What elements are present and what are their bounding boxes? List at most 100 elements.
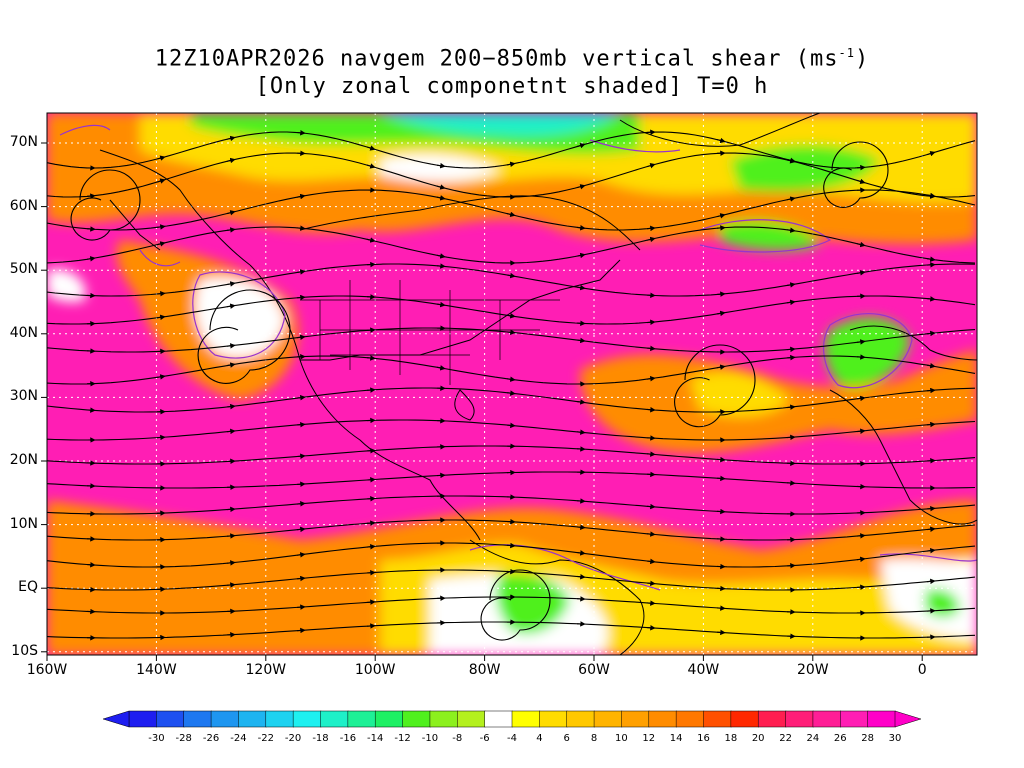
colorbar-label: -10 xyxy=(421,733,439,744)
streamline-arrow xyxy=(926,362,936,369)
streamline-arrow xyxy=(576,399,586,405)
streamline-arrow xyxy=(856,178,866,185)
streamline-arrow xyxy=(786,227,796,233)
streamline-arrow xyxy=(576,337,586,344)
lon-label: 120W xyxy=(245,662,287,678)
streamline-arrow xyxy=(716,213,726,219)
streamline-arrow xyxy=(926,547,936,554)
streamline-arrow xyxy=(856,241,866,248)
streamline-arrow xyxy=(716,137,726,144)
lon-label: 140W xyxy=(136,662,177,678)
streamline-arrow xyxy=(646,345,656,352)
streamline-arrow xyxy=(576,142,586,149)
lat-label: 60N xyxy=(9,197,38,214)
streamline-arrow xyxy=(506,422,516,429)
streamline-arrow xyxy=(786,282,796,288)
streamline-arrow xyxy=(576,225,586,231)
colorbar-label: -12 xyxy=(394,733,411,744)
streamline-arrow xyxy=(646,236,656,243)
streamline-arrow xyxy=(296,421,306,428)
streamline-arrow xyxy=(86,256,96,262)
streamline-arrow xyxy=(226,135,236,142)
streamline-arrow xyxy=(926,256,936,262)
streamline-arrow xyxy=(786,404,796,410)
streamline-arrow xyxy=(226,157,236,164)
streamline-arrow xyxy=(576,252,586,259)
streamlines xyxy=(47,129,976,641)
streamline-arrow xyxy=(506,376,516,382)
streamline-arrow xyxy=(506,313,516,319)
streamline-arrow xyxy=(856,339,866,345)
streamline-arrow xyxy=(226,210,236,216)
streamline-vortex xyxy=(70,169,141,241)
colorbar-label: -4 xyxy=(507,733,517,744)
streamline-arrow xyxy=(646,558,656,565)
streamline-arrow xyxy=(156,155,166,161)
colorbar-label: -22 xyxy=(257,733,274,744)
lon-label: 0 xyxy=(917,662,927,678)
lat-label: 50N xyxy=(9,261,38,278)
streamline-arrow xyxy=(296,394,306,401)
streamline-arrow xyxy=(716,310,726,317)
streamline-arrow xyxy=(296,130,306,136)
streamline-arrow xyxy=(296,552,306,558)
streamline-vortex xyxy=(674,344,756,428)
region-white-nw xyxy=(47,269,86,303)
streamline-arrow xyxy=(296,575,306,582)
streamline-arrow xyxy=(646,580,656,587)
streamline-arrow xyxy=(226,227,236,233)
streamline-arrow xyxy=(506,390,516,396)
streamline-arrow xyxy=(366,163,376,169)
streamline-arrow xyxy=(436,365,446,371)
streamline-arrow xyxy=(926,150,936,157)
streamline-arrow xyxy=(856,270,866,276)
colorbar-label: 24 xyxy=(806,733,820,744)
lon-label: 20W xyxy=(796,662,829,678)
colorbar-label: 26 xyxy=(833,733,847,744)
streamline-arrow xyxy=(366,355,376,361)
region-white-n xyxy=(380,154,500,182)
region-white-wc xyxy=(195,277,285,359)
colorbar-label: -18 xyxy=(312,733,329,744)
streamline-arrow xyxy=(926,578,936,585)
streamline-arrow xyxy=(506,329,516,335)
streamline-arrow xyxy=(926,330,936,337)
lat-label: EQ xyxy=(18,579,38,596)
streamline-arrow xyxy=(436,263,446,269)
streamline-arrow xyxy=(436,162,446,169)
colorbar-label: 14 xyxy=(669,733,683,744)
streamline-arrow xyxy=(436,253,446,259)
streamline-arrow xyxy=(436,184,446,190)
streamline-arrow xyxy=(926,296,936,302)
lat-label: 20N xyxy=(9,452,38,468)
colorbar-label: -26 xyxy=(202,733,220,744)
region-cyan-north xyxy=(380,113,620,137)
streamline-arrow xyxy=(226,428,236,435)
colorbar-label: 30 xyxy=(888,733,902,744)
colorbar-label: -28 xyxy=(175,733,192,744)
streamline-arrow xyxy=(506,272,516,279)
streamline-arrow xyxy=(296,334,306,340)
colorbar-label: -6 xyxy=(479,733,490,744)
streamline-arrow xyxy=(576,574,586,580)
streamline-arrow xyxy=(856,556,866,563)
streamline-arrow xyxy=(296,193,306,200)
streamline-arrow xyxy=(576,550,586,556)
streamline-arrow xyxy=(646,225,656,232)
streamline-arrow xyxy=(856,428,866,434)
colorbar-label: -20 xyxy=(284,733,302,744)
streamline-arrow xyxy=(366,145,376,151)
lon-label: 40W xyxy=(687,662,720,678)
state-borders xyxy=(300,280,560,385)
lat-label: 30N xyxy=(9,388,38,405)
colorbar-label: 8 xyxy=(590,733,598,744)
streamline-arrow xyxy=(786,196,796,202)
streamline-arrow xyxy=(646,163,656,169)
streamline-arrow xyxy=(716,364,726,370)
streamline-arrow xyxy=(156,224,166,230)
lat-label: 40N xyxy=(9,324,38,341)
chart-title-line-1: 12Z10APR2026 navgem 200−850mb vertical s… xyxy=(154,46,870,72)
streamline-arrow xyxy=(576,284,586,291)
colorbar-label: 28 xyxy=(861,733,874,744)
streamline-arrow xyxy=(156,241,166,247)
